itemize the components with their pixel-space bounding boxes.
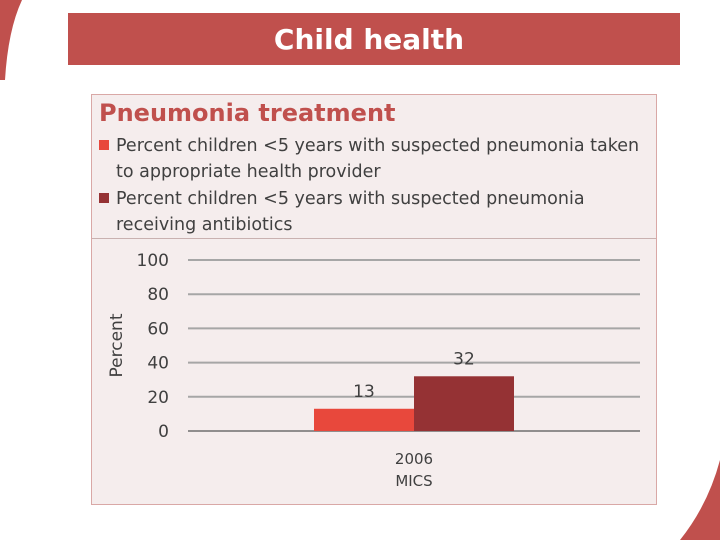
legend-label-antibiotics: Percent children <5 years with suspected… [116,189,585,235]
bar-series-1 [314,408,414,431]
chart-title: Pneumonia treatment [99,99,396,127]
corner-decoration-bottom-right [680,460,720,540]
x-tick-label: MICS [395,472,432,490]
slide-title-bar: Child health [68,13,680,65]
y-tick-label: 40 [147,354,169,374]
legend-swatch-health-provider [99,140,109,150]
x-tick-label: 2006 [395,450,433,468]
chart-panel: Pneumonia treatment Percent children <5 … [91,94,657,505]
bar-data-label: 13 [353,382,375,402]
y-axis-label: Percent [107,313,127,377]
y-tick-label: 0 [158,422,169,442]
bar-chart: 0 20 40 60 80 100 Percent 13 32 2006 MICS [107,251,640,490]
y-tick-label: 20 [147,388,169,408]
bar-data-label: 32 [453,349,475,369]
y-tick-label: 60 [147,319,169,339]
slide-title: Child health [273,22,465,56]
bar-series-2 [414,376,514,431]
chart-header: Pneumonia treatment Percent children <5 … [92,95,656,239]
legend-label-health-provider: Percent children <5 years with suspected… [116,136,640,182]
y-tick-label: 80 [147,285,169,305]
y-tick-label: 100 [137,251,169,271]
legend-swatch-antibiotics [99,193,109,203]
corner-decoration-top-left [0,0,22,80]
